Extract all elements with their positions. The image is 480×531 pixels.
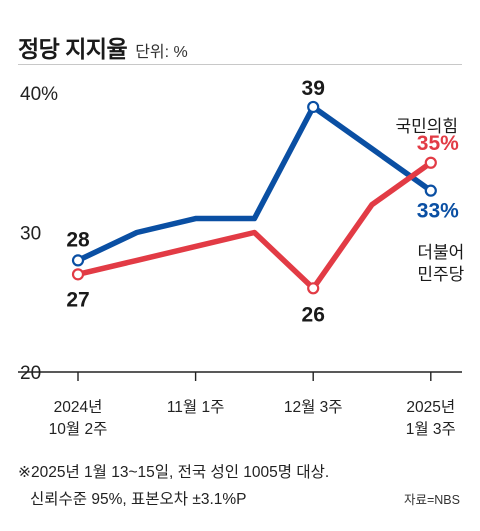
data-point — [307, 282, 320, 295]
x-tick-label: 10월 2주 — [49, 420, 108, 438]
series-name-label: 민주당 — [417, 265, 464, 284]
data-point — [424, 184, 437, 197]
footnote: ※2025년 1월 13~15일, 전국 성인 1005명 대상. 신뢰수준 9… — [18, 459, 329, 513]
footnote-line-2: 신뢰수준 95%, 표본오차 ±3.1%P — [30, 491, 247, 508]
data-label: 35% — [417, 132, 459, 155]
data-point — [71, 268, 85, 281]
source-label: 자료=NBS — [403, 493, 460, 507]
chart-title: 정당 지지율 — [18, 36, 128, 62]
y-tick-label: 30 — [20, 224, 41, 245]
x-tick-label: 2025년 — [406, 398, 455, 416]
x-tick-label: 1월 3주 — [406, 420, 456, 438]
x-tick-label: 12월 3주 — [284, 398, 343, 416]
data-label: 39 — [302, 77, 325, 100]
x-tick-label: 11월 1주 — [167, 398, 225, 416]
data-point — [71, 254, 85, 267]
y-tick-label: 20 — [20, 363, 41, 384]
chart-unit: 단위: % — [135, 44, 188, 61]
data-label: 28 — [66, 228, 90, 251]
chart-header: 정당 지지율 단위: % — [18, 30, 188, 64]
y-tick-label: 40% — [20, 84, 58, 105]
data-label: 33% — [417, 200, 459, 223]
series-line-ppp — [75, 160, 434, 292]
header-divider — [18, 64, 462, 65]
data-label: 26 — [302, 303, 325, 326]
series-line-democratic — [75, 104, 434, 264]
series-name-label: 국민의힘 — [396, 117, 459, 136]
data-label: 27 — [66, 288, 89, 311]
series-name-label: 더불어 — [417, 243, 464, 262]
data-point — [307, 100, 320, 114]
footnote-line-1: ※2025년 1월 13~15일, 전국 성인 1005명 대상. — [18, 464, 330, 481]
data-point — [424, 156, 437, 169]
x-tick-label: 2024년 — [54, 398, 103, 416]
